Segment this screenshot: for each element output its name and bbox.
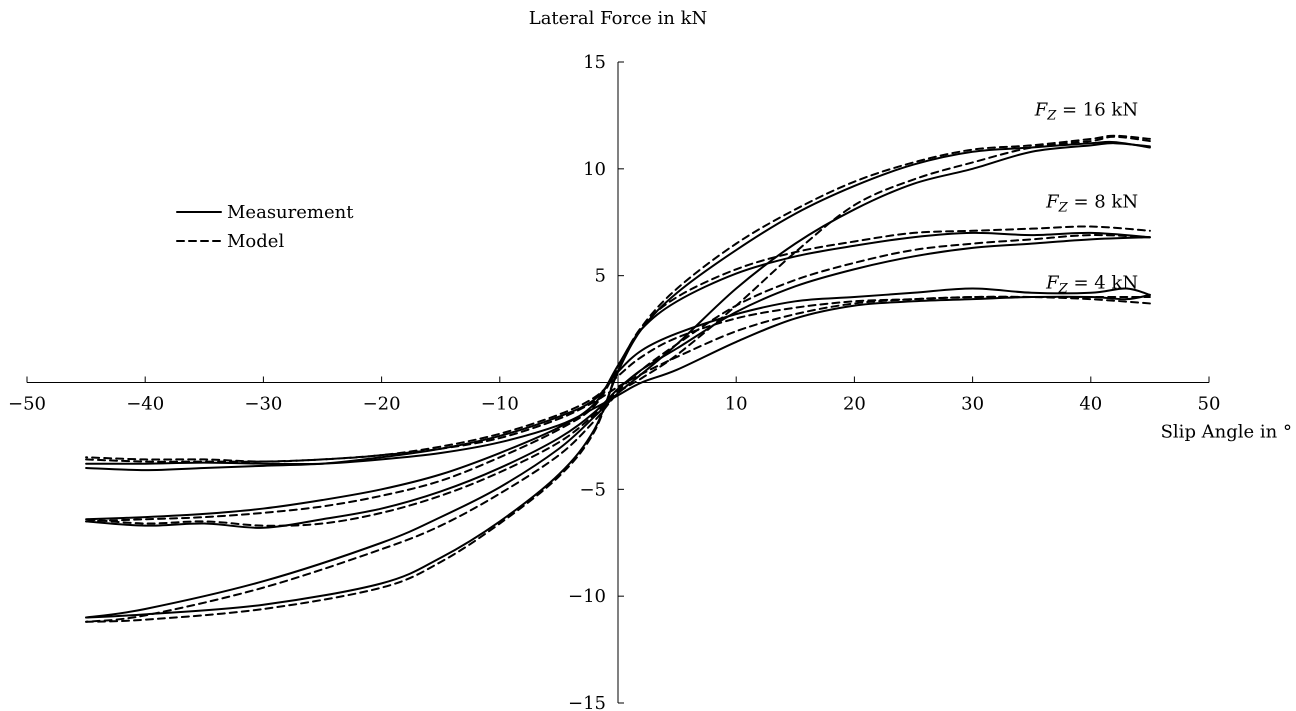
- series-line-model-8-kn-upper: [85, 225, 1151, 523]
- series-layer: [85, 134, 1151, 623]
- y-tick-label: −15: [568, 693, 606, 711]
- x-tick-label: −30: [244, 394, 282, 415]
- axes: [27, 62, 1209, 703]
- legend-label-measurement: Measurement: [227, 202, 354, 223]
- x-tick-label: 40: [1079, 394, 1102, 415]
- y-ticks: −15 −10 −5 5 10 15: [568, 52, 624, 711]
- series-line-model-8-kn-lower: [85, 234, 1151, 527]
- load-annotation: FZ = 16 kN: [1034, 99, 1138, 123]
- load-annotation: FZ = 4 kN: [1045, 272, 1138, 296]
- x-tick-label: 10: [725, 394, 748, 415]
- x-axis-title: Slip Angle in °: [1161, 422, 1292, 443]
- annotations: FZ = 16 kN FZ = 8 kN FZ = 4 kN: [1034, 99, 1138, 296]
- x-tick-label: −10: [481, 394, 519, 415]
- x-tick-label: 20: [843, 394, 866, 415]
- series-line-measurement-8-kn-upper: [85, 231, 1151, 521]
- load-annotation: FZ = 8 kN: [1045, 191, 1138, 215]
- y-tick-label: −5: [579, 479, 606, 500]
- x-tick-label: −40: [126, 394, 164, 415]
- y-tick-label: 15: [583, 52, 606, 73]
- legend: Measurement Model: [176, 202, 354, 252]
- series-line-measurement-4-kn-upper: [85, 287, 1151, 472]
- y-tick-label: 10: [583, 159, 606, 180]
- x-tick-label: 50: [1198, 394, 1221, 415]
- x-ticks: −50 −40 −30 −20 −10 10 20 30 40 50: [8, 376, 1221, 415]
- x-tick-label: 30: [961, 394, 984, 415]
- y-tick-label: −10: [568, 586, 606, 607]
- series-line-model-16-kn-lower: [85, 135, 1151, 623]
- y-axis-title: Lateral Force in kN: [529, 8, 708, 29]
- series-line-measurement-16-kn-lower: [85, 142, 1151, 619]
- y-tick-label: 5: [595, 266, 606, 287]
- series-line-model-4-kn-lower: [85, 295, 1151, 463]
- x-tick-label: −20: [363, 394, 401, 415]
- x-tick-label: −50: [8, 394, 46, 415]
- series-line-measurement-4-kn-lower: [85, 293, 1151, 466]
- legend-label-model: Model: [227, 231, 284, 252]
